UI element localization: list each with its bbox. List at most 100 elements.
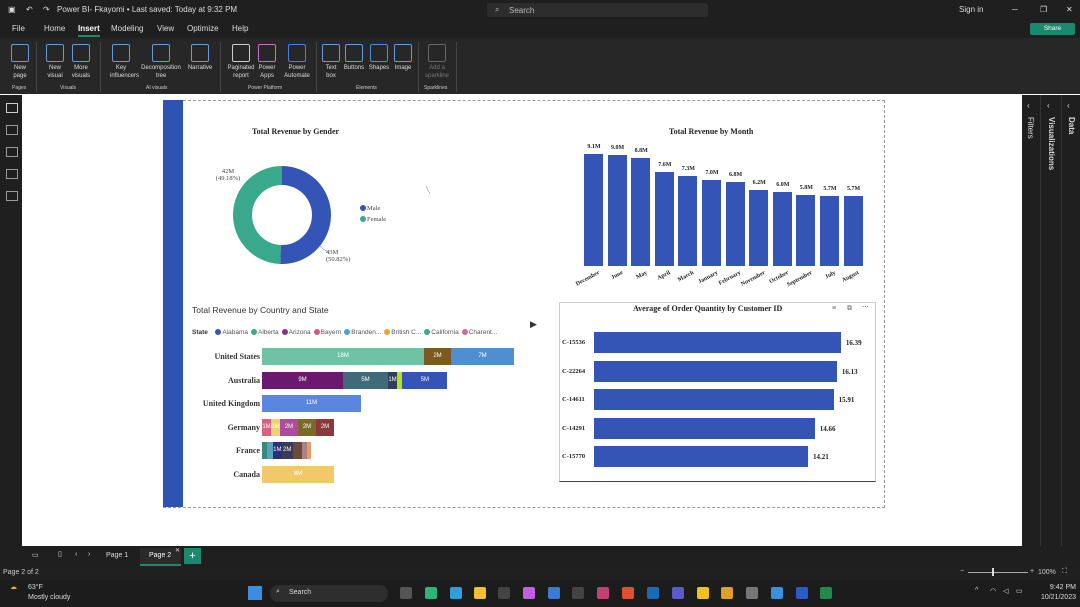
zoom-in-icon[interactable]: + [1030,568,1035,575]
whatsapp-icon[interactable] [425,587,437,599]
stacked-segment[interactable]: 11M [262,395,361,412]
legend-item-britishc[interactable]: British C... [384,329,421,336]
close-tab-icon[interactable]: ✕ [175,548,181,554]
legend-item-bayern[interactable]: Bayern [313,329,341,336]
menu-file[interactable]: File [12,24,25,33]
stacked-segment[interactable]: 1M [262,418,271,436]
chevron-left-icon[interactable]: ‹ [1027,101,1030,110]
zoom-slider[interactable] [968,572,1028,573]
stacked-segment[interactable]: 5M [402,371,448,389]
month-bar[interactable] [772,192,792,266]
stacked-segment[interactable]: 18M [262,348,424,365]
desktop-layout-icon[interactable]: ▭ [32,552,39,559]
paginated-report-button[interactable]: Paginated report [226,44,256,80]
donut-slice-female[interactable] [232,166,282,264]
menu-view[interactable]: View [157,24,175,33]
month-bar[interactable] [607,155,627,266]
donut-slice-male[interactable] [280,166,331,264]
legend-item-alabama[interactable]: Alabama [215,329,248,336]
restore-icon[interactable]: ❐ [1040,5,1048,14]
legend-item-branden[interactable]: Branden... [344,329,381,336]
stacked-segment[interactable] [267,442,273,459]
sign-in-link[interactable]: Sign in [959,5,984,14]
copilot-icon[interactable] [523,587,535,599]
legend-next-icon[interactable]: ▶ [530,319,537,329]
model-view-icon[interactable] [6,147,18,157]
month-bar[interactable] [654,172,674,266]
month-bar[interactable] [678,176,698,266]
mobile-layout-icon[interactable]: ▯ [58,551,62,558]
save-icon[interactable]: ▣ [8,5,16,14]
narrative-button[interactable]: Narrative [186,44,214,72]
stacked-segment[interactable] [292,442,302,459]
add-sparkline-button[interactable]: Add a sparkline [422,44,452,80]
month-bar[interactable] [749,189,769,266]
menu-optimize[interactable]: Optimize [187,24,219,33]
legend-male[interactable]: Male [360,205,386,212]
shapes-button[interactable]: Shapes [368,44,390,72]
page-tab-1[interactable]: Page 1 [106,552,129,559]
tray-chevron-icon[interactable]: ^ [975,587,979,594]
table-view-icon[interactable] [6,125,18,135]
customer-bar-chart[interactable]: C-15536 16.39 C-22264 16.13 C-14611 15.91 C-14… [560,325,874,475]
menu-modeling[interactable]: Modeling [111,24,144,33]
data-pane[interactable]: ‹ Data [1067,101,1076,135]
wifi-icon[interactable]: ◠ [990,588,997,595]
share-button[interactable]: Share [1030,23,1075,35]
weather-icon[interactable]: ☁ [10,584,17,591]
gender-legend[interactable]: Male Female [360,205,386,223]
legend-female[interactable]: Female [360,216,386,223]
power-automate-button[interactable]: Power Automate [282,44,312,80]
stacked-segment[interactable]: 9M [262,371,343,389]
customer-bar[interactable] [594,360,837,382]
customer-bar[interactable] [594,332,841,353]
state-legend[interactable]: State Alabama Alberta Arizona Bayern Branden… [192,329,498,336]
filters-pane[interactable]: ‹ Filters [1022,95,1041,546]
teams-icon[interactable] [672,587,684,599]
store-icon[interactable] [498,587,510,599]
country-stacked-bar-chart[interactable]: United States 18M 2M 7M Australia 9M 5M 1M 5M Uni… [180,340,540,490]
month-bar[interactable] [584,153,603,266]
taskbar-search[interactable]: ⌕ Search [270,585,388,602]
more-options-icon[interactable]: ⋯ [862,304,869,311]
month-bar[interactable] [843,195,863,266]
visualizations-pane[interactable]: ‹ Visualizations [1041,95,1062,546]
legend-item-charent[interactable]: Charent... [461,329,497,336]
stacked-segment[interactable] [307,442,311,459]
stacked-segment[interactable]: 7M [451,348,514,365]
file-explorer-icon[interactable] [474,587,486,599]
power-apps-button[interactable]: Power Apps [256,44,278,80]
customer-bar[interactable] [594,446,808,467]
filter-icon[interactable]: ≡ [832,305,837,312]
chrome-icon-2[interactable] [721,587,733,599]
search-input[interactable]: ⌕ Search [487,3,708,17]
stacked-segment[interactable]: 1M [271,418,280,436]
stacked-segment[interactable]: 2M [281,442,293,459]
stacked-segment[interactable]: 1M [272,442,282,459]
add-page-button[interactable]: + [184,548,201,564]
zoom-out-icon[interactable]: − [960,568,965,575]
notepad-icon[interactable] [548,587,560,599]
customer-chart-frame[interactable] [559,302,876,482]
month-bar[interactable] [796,194,816,266]
dax-query-icon[interactable] [6,169,18,179]
redo-icon[interactable]: ↷ [43,5,50,14]
month-bar-chart[interactable]: 9.1M December 9.0M June 8.8M May 7.6M April 7.3M… [575,140,868,300]
customer-bar[interactable] [594,417,815,439]
fit-to-page-icon[interactable]: ⛶ [1062,568,1067,575]
minimize-icon[interactable]: ─ [1012,5,1018,14]
teams-chat-icon[interactable] [597,587,609,599]
legend-item-alberta[interactable]: Alberta [251,329,279,336]
next-page-icon[interactable]: › [88,551,91,558]
decomposition-tree-button[interactable]: Decomposition tree [138,44,184,80]
stacked-segment[interactable] [262,442,268,459]
edge-icon[interactable] [450,587,462,599]
month-bar[interactable] [702,179,721,266]
zoom-slider-handle[interactable] [992,568,994,576]
stacked-segment[interactable]: 2M [298,418,316,436]
stacked-segment[interactable] [397,371,403,389]
tmdl-view-icon[interactable] [6,191,18,201]
chrome-icon[interactable] [622,587,634,599]
undo-icon[interactable]: ↶ [26,5,33,14]
chevron-left-icon[interactable]: ‹ [1047,101,1050,110]
